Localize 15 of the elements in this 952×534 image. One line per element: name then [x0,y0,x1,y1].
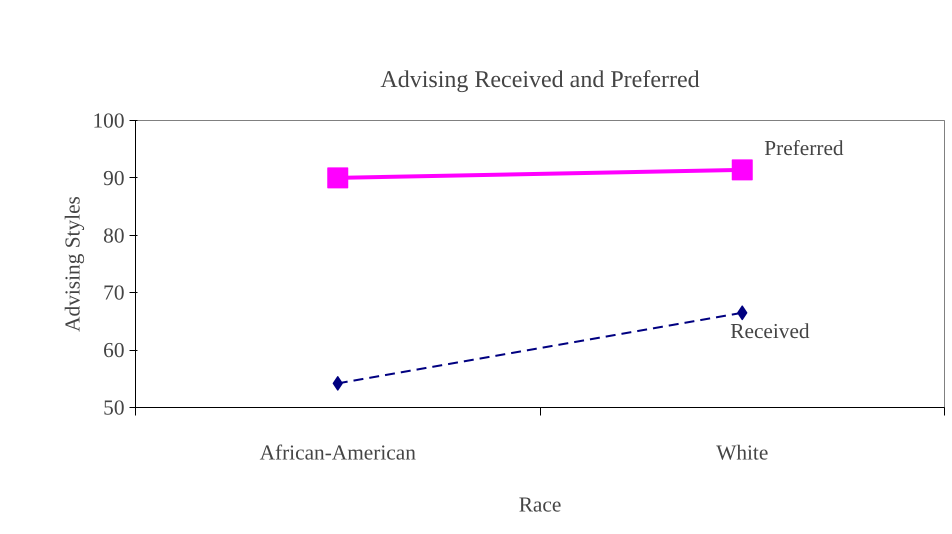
x-axis-title: Race [518,492,562,516]
point [732,159,753,180]
point [327,167,348,188]
y-tick-label: 100 [92,108,125,132]
y-tick-label: 50 [103,396,124,420]
y-tick-label: 90 [103,166,124,190]
series-label: Received [730,318,810,343]
series-label: Preferred [764,136,844,160]
y-tick-label: 60 [103,338,124,362]
y-tick-label: 70 [103,280,124,305]
x-tick-label: African-American [260,440,416,464]
chart-title: Advising Received and Preferred [380,67,700,93]
y-tick-label: 80 [103,223,124,248]
x-tick-label: White [716,440,768,464]
y-axis-title: Advising Styles [60,196,85,332]
